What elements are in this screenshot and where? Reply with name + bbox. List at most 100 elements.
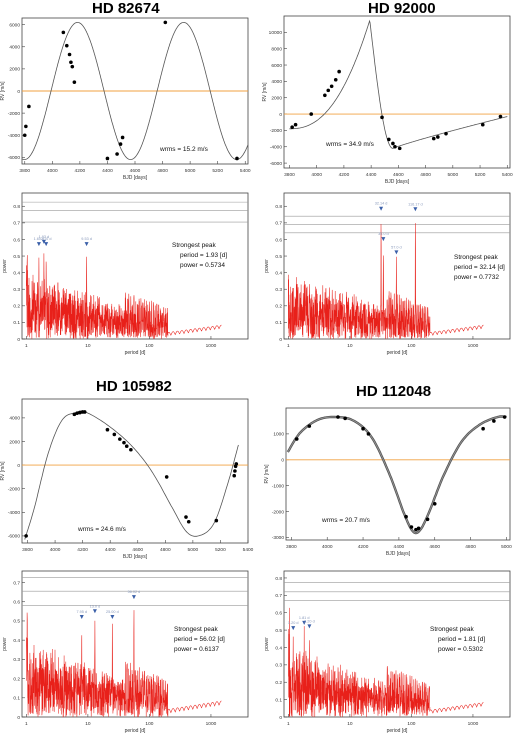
rv-data-point xyxy=(120,135,125,140)
y-tick-label: 0 xyxy=(279,715,282,721)
x-tick-label: 10 xyxy=(347,343,353,349)
y-tick-label: -2000 xyxy=(272,509,285,515)
rv-data-point xyxy=(82,410,87,414)
x-tick-label: 1000 xyxy=(468,721,479,727)
rv-data-point xyxy=(444,131,448,136)
peak-label: 1.93 d xyxy=(39,235,50,239)
x-axis-label: period [d] xyxy=(387,728,408,734)
x-tick-label: 1000 xyxy=(206,721,217,727)
x-tick-label: 5200 xyxy=(475,172,486,178)
x-tick-label: 4400 xyxy=(102,168,113,174)
y-tick-label: -2000 xyxy=(8,487,21,493)
x-tick-label: 4800 xyxy=(160,547,171,553)
rv-data-point xyxy=(67,52,72,57)
x-tick-label: 1000 xyxy=(206,343,217,349)
rv-data-point xyxy=(309,112,314,116)
y-tick-label: 0.6 xyxy=(13,237,20,243)
x-tick-label: 4400 xyxy=(394,544,405,550)
rv-data-point xyxy=(481,426,485,431)
x-axis-label: BJD [days] xyxy=(386,551,411,557)
x-axis-label: period [d] xyxy=(387,350,408,356)
y-tick-label: 0.5 xyxy=(13,254,20,260)
y-tick-label: 2000 xyxy=(271,96,282,102)
x-tick-label: 4000 xyxy=(47,168,58,174)
rv-data-point xyxy=(115,152,119,156)
peak-label: 116.17 d xyxy=(408,202,423,206)
peak-label: 35.0 d xyxy=(378,232,389,236)
y-tick-label: 0.2 xyxy=(13,676,20,682)
rv-data-point xyxy=(235,156,239,161)
x-tick-label: 4200 xyxy=(339,172,350,178)
y-tick-label: 4000 xyxy=(9,45,20,51)
y-tick-label: 0 xyxy=(17,337,20,343)
x-tick-label: 1 xyxy=(25,721,28,727)
rv-data-point xyxy=(366,432,371,436)
plot-frame xyxy=(21,570,249,718)
y-tick-label: 0 xyxy=(279,112,282,118)
rv-data-point xyxy=(404,514,408,519)
rv-data-point xyxy=(61,30,66,35)
y-tick-label: 2000 xyxy=(9,439,20,445)
y-tick-label: -3000 xyxy=(272,535,285,541)
rv-data-point xyxy=(498,114,503,119)
rv-data-point xyxy=(290,125,294,129)
y-tick-label: 0.1 xyxy=(13,320,20,326)
model-curve xyxy=(21,22,249,161)
peak-label: 2.10 d xyxy=(41,237,52,241)
rv-data-point xyxy=(118,142,123,146)
rv-data-point xyxy=(329,84,334,89)
model-curve xyxy=(286,415,507,535)
x-tick-label: 5200 xyxy=(212,168,223,174)
x-tick-label: 4600 xyxy=(393,172,404,178)
x-axis-label: BJD [days] xyxy=(123,554,148,560)
y-tick-label: 0.5 xyxy=(275,628,282,634)
y-tick-label: 0.1 xyxy=(275,697,282,703)
rv-data-point xyxy=(233,469,237,473)
y-tick-label: -6000 xyxy=(270,161,283,167)
peak-label: 2.20 d xyxy=(304,619,315,623)
peak-marker xyxy=(41,239,46,244)
plot-frame xyxy=(285,407,511,541)
rv-data-point xyxy=(163,20,168,25)
rv-data-point xyxy=(122,440,126,445)
y-axis-label: RV [m/s] xyxy=(0,81,6,101)
peak-marker xyxy=(413,207,418,212)
rv-data-point xyxy=(105,427,110,432)
rv-data-point xyxy=(64,43,69,48)
peak-label: 1.20 d xyxy=(288,621,299,625)
y-tick-label: 0.6 xyxy=(275,237,282,243)
peak-marker xyxy=(84,242,89,247)
rv-data-point xyxy=(326,88,331,93)
strongest-peak-title: Strongest peak xyxy=(174,626,218,633)
rv-data-point xyxy=(397,146,402,151)
periodogram-trace xyxy=(26,610,222,718)
rv-data-point xyxy=(70,64,75,69)
strongest-peak-period: period = 1.81 [d] xyxy=(438,636,485,643)
rv-data-point xyxy=(307,424,312,428)
y-tick-label: 6000 xyxy=(9,22,20,28)
y-axis-label: RV [m/s] xyxy=(262,82,268,102)
rv-data-point xyxy=(337,69,341,74)
peak-marker xyxy=(92,609,97,614)
y-tick-label: 0.4 xyxy=(13,638,20,644)
peak-marker xyxy=(131,595,136,600)
y-tick-label: 4000 xyxy=(9,416,20,422)
x-tick-label: 10 xyxy=(85,343,91,349)
peak-marker xyxy=(44,242,49,247)
rv-data-point xyxy=(387,137,391,142)
strongest-peak-title: Strongest peak xyxy=(430,626,474,633)
y-tick-label: 0.3 xyxy=(275,287,282,293)
y-tick-label: 0.3 xyxy=(275,663,282,669)
peak-label: 9.53 d xyxy=(81,237,92,241)
x-tick-label: 1000 xyxy=(468,343,479,349)
x-axis-label: BJD [days] xyxy=(385,179,410,185)
peak-marker xyxy=(302,620,307,625)
rv-data-point xyxy=(24,534,28,538)
rv-data-point xyxy=(425,517,430,522)
x-tick-label: 4600 xyxy=(429,544,440,550)
periodogram-hd92000: 1 10 100 1000 0 0.1 0.2 0.3 0.4 0.5 0.6 0.7 0.8 perio… xyxy=(264,192,511,356)
y-tick-label: 0.6 xyxy=(275,611,282,617)
x-tick-label: 100 xyxy=(407,721,415,727)
x-tick-label: 4200 xyxy=(75,168,86,174)
strongest-peak-title: Strongest peak xyxy=(454,254,498,261)
